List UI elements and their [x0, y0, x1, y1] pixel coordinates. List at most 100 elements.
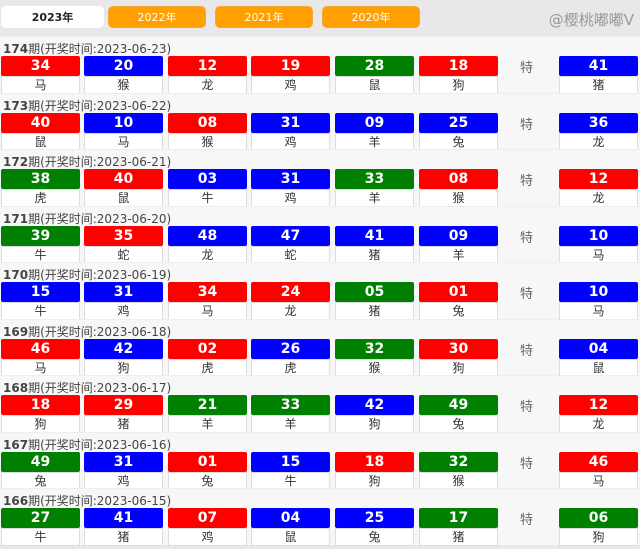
- zodiac-label: 猴: [419, 471, 498, 490]
- number-cell: 29 猪: [84, 395, 163, 433]
- zodiac-label: 龙: [251, 302, 330, 320]
- zodiac-label: 牛: [168, 189, 247, 207]
- draw-row: 171期(开奖时间:2023-06-20) 39 牛 35 蛇 48 龙 47 蛇 41 猪 09 羊特…: [0, 205, 640, 264]
- special-label: 特: [520, 287, 534, 302]
- number-cell: 41 猪: [335, 225, 414, 264]
- draw-row: 174期(开奖时间:2023-06-23) 34 马 20 猴 12 龙 19 鸡 28 鼠 18 狗特…: [0, 36, 640, 94]
- zodiac-label: 猪: [419, 528, 498, 546]
- tab-2020[interactable]: 2020年: [322, 6, 420, 28]
- zodiac-label: 羊: [168, 415, 247, 433]
- tab-2023[interactable]: 2023年: [1, 6, 104, 28]
- zodiac-label: 牛: [1, 528, 80, 546]
- ball-number: 01: [168, 451, 247, 472]
- ball-number: 12: [168, 56, 247, 76]
- ball-number: 25: [335, 508, 414, 528]
- zodiac-label: 龙: [168, 76, 247, 94]
- ball-number: 08: [168, 112, 247, 133]
- special-label: 特: [520, 456, 534, 472]
- zodiac-label: 兔: [419, 132, 498, 151]
- number-cell: 31 鸡: [84, 282, 163, 320]
- zodiac-label: 兔: [419, 415, 498, 433]
- ball-number: 09: [335, 112, 414, 133]
- number-cell: 32 猴: [335, 338, 414, 377]
- number-cell: 38 虎: [1, 169, 80, 207]
- zodiac-label: 鼠: [84, 189, 163, 207]
- zodiac-label: 猪: [84, 415, 163, 433]
- number-cell: 31 鸡: [251, 169, 330, 207]
- draw-row: 170期(开奖时间:2023-06-19) 15 牛 31 鸡 34 马 24 龙 05 猪 01 兔特…: [0, 262, 640, 320]
- zodiac-label: 马: [1, 76, 80, 94]
- zodiac-label: 马: [84, 132, 163, 151]
- number-cell: 41 猪: [559, 56, 638, 94]
- number-cell: 47 蛇: [251, 225, 330, 264]
- number-cell: 31 鸡: [84, 451, 163, 490]
- number-cell: 33 羊: [251, 395, 330, 433]
- zodiac-label: 蛇: [84, 245, 163, 264]
- zodiac-label: 虎: [1, 189, 80, 207]
- zodiac-label: 鸡: [84, 302, 163, 320]
- ball-number: 40: [1, 112, 80, 133]
- draw-header: 166期(开奖时间:2023-06-15): [3, 494, 172, 508]
- number-cell: 28 鼠: [335, 56, 414, 94]
- ball-number: 32: [335, 338, 414, 359]
- zodiac-label: 鼠: [559, 358, 638, 377]
- special-label: 特: [520, 117, 534, 133]
- special-label: 特: [520, 230, 534, 246]
- zodiac-label: 龙: [559, 132, 638, 151]
- zodiac-label: 猪: [84, 528, 163, 546]
- draw-row: 168期(开奖时间:2023-06-17) 18 狗 29 猪 21 羊 33 羊 42 狗 49 兔特…: [0, 375, 640, 433]
- zodiac-label: 虎: [251, 358, 330, 377]
- ball-number: 01: [419, 282, 498, 302]
- zodiac-label: 狗: [335, 415, 414, 433]
- ball-number: 29: [84, 395, 163, 415]
- zodiac-label: 狗: [84, 358, 163, 377]
- number-cell: 24 龙: [251, 282, 330, 320]
- ball-number: 41: [559, 56, 638, 76]
- zodiac-label: 鸡: [251, 189, 330, 207]
- ball-number: 35: [84, 225, 163, 246]
- number-cell: 09 羊: [419, 225, 498, 264]
- number-cell: 19 鸡: [251, 56, 330, 94]
- number-cell: 12 龙: [559, 395, 638, 433]
- zodiac-label: 蛇: [251, 245, 330, 264]
- zodiac-label: 狗: [1, 415, 80, 433]
- zodiac-label: 鼠: [1, 132, 80, 151]
- number-cell: 03 牛: [168, 169, 247, 207]
- zodiac-label: 龙: [559, 189, 638, 207]
- ball-number: 31: [251, 112, 330, 133]
- tab-2021[interactable]: 2021年: [215, 6, 313, 28]
- number-cell: 01 兔: [419, 282, 498, 320]
- draw-header: 169期(开奖时间:2023-06-18): [3, 324, 172, 339]
- number-cell: 07 鸡: [168, 508, 247, 546]
- ball-number: 10: [84, 112, 163, 133]
- number-cell: 25 兔: [335, 508, 414, 546]
- ball-number: 18: [1, 395, 80, 415]
- ball-number: 09: [419, 225, 498, 246]
- watermark: @樱桃嘟嘟V: [548, 11, 634, 29]
- number-cell: 34 马: [1, 56, 80, 94]
- zodiac-label: 兔: [168, 471, 247, 490]
- ball-number: 30: [419, 338, 498, 359]
- zodiac-label: 兔: [419, 302, 498, 320]
- tab-2022[interactable]: 2022年: [108, 6, 206, 28]
- zodiac-label: 马: [168, 302, 247, 320]
- ball-number: 32: [419, 451, 498, 472]
- number-cell: 21 羊: [168, 395, 247, 433]
- number-cell: 15 牛: [1, 282, 80, 320]
- draw-header: 174期(开奖时间:2023-06-23): [3, 42, 172, 56]
- ball-number: 15: [251, 451, 330, 472]
- special-label: 特: [520, 61, 534, 76]
- ball-number: 19: [251, 56, 330, 76]
- zodiac-label: 猴: [168, 132, 247, 151]
- number-cell: 12 龙: [559, 169, 638, 207]
- special-label: 特: [520, 343, 534, 359]
- ball-number: 12: [559, 395, 638, 415]
- draw-header: 170期(开奖时间:2023-06-19): [3, 268, 172, 282]
- ball-number: 31: [251, 169, 330, 189]
- zodiac-label: 猴: [84, 76, 163, 94]
- draw-row: 173期(开奖时间:2023-06-22) 40 鼠 10 马 08 猴 31 鸡 09 羊 25 兔特…: [0, 92, 640, 151]
- number-cell: 49 兔: [419, 395, 498, 433]
- ball-number: 24: [251, 282, 330, 302]
- draw-row: 172期(开奖时间:2023-06-21) 38 虎 40 鼠 03 牛 31 鸡 33 羊 08 猴特…: [0, 149, 640, 207]
- number-cell: 40 鼠: [1, 112, 80, 151]
